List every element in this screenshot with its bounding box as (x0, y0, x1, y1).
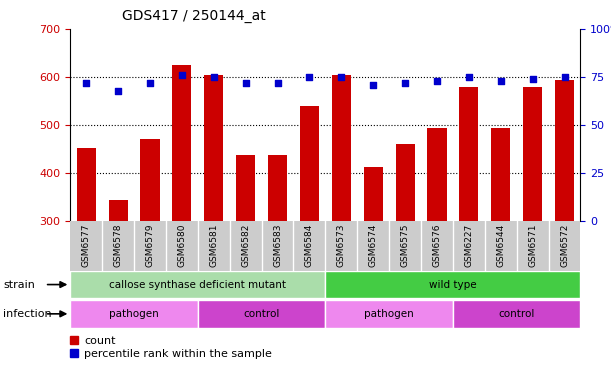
Bar (459, 87, 478, 221)
Text: wild type: wild type (429, 280, 477, 290)
Bar (70, 300, 198, 328)
Text: pathogen: pathogen (364, 309, 414, 319)
Bar (395, 143, 415, 221)
Point (241, 80, 251, 86)
Point (400, 80, 410, 86)
Bar (453, 300, 580, 328)
Bar (236, 155, 255, 221)
Bar (262, 221, 293, 271)
Bar (70, 271, 325, 298)
Text: GSM6582: GSM6582 (241, 224, 250, 267)
Text: count: count (84, 336, 116, 346)
Bar (325, 300, 453, 328)
Point (528, 76, 538, 82)
Text: GSM6576: GSM6576 (433, 224, 442, 268)
Bar (204, 75, 224, 221)
Text: GSM6578: GSM6578 (114, 224, 123, 268)
Point (113, 88, 123, 94)
Text: GSM6571: GSM6571 (528, 224, 537, 268)
Point (432, 78, 442, 84)
Text: GSM6574: GSM6574 (368, 224, 378, 267)
Bar (357, 221, 389, 271)
Text: percentile rank within the sample: percentile rank within the sample (84, 348, 272, 359)
Bar (134, 221, 166, 271)
Bar (141, 139, 159, 221)
Point (304, 74, 314, 80)
Text: GSM6572: GSM6572 (560, 224, 569, 267)
Bar (102, 221, 134, 271)
Bar (485, 221, 517, 271)
Bar (332, 75, 351, 221)
Text: callose synthase deficient mutant: callose synthase deficient mutant (109, 280, 287, 290)
Text: GDS417 / 250144_at: GDS417 / 250144_at (122, 9, 266, 23)
Bar (491, 128, 510, 221)
Bar (421, 221, 453, 271)
Text: strain: strain (3, 280, 35, 290)
Text: infection: infection (3, 309, 52, 319)
Text: control: control (243, 309, 280, 319)
Bar (230, 221, 262, 271)
Point (560, 74, 569, 80)
Bar (453, 221, 485, 271)
Point (368, 82, 378, 88)
Point (464, 74, 474, 80)
Bar (555, 80, 574, 221)
Bar (389, 221, 421, 271)
Bar (523, 87, 542, 221)
Bar (549, 221, 580, 271)
Bar (293, 221, 325, 271)
Bar (325, 221, 357, 271)
Text: pathogen: pathogen (109, 309, 159, 319)
Text: GSM6579: GSM6579 (145, 224, 155, 268)
Bar (172, 65, 191, 221)
Text: GSM6577: GSM6577 (82, 224, 90, 268)
Point (145, 80, 155, 86)
Point (337, 74, 346, 80)
Point (273, 80, 282, 86)
Point (81, 80, 91, 86)
Text: GSM6227: GSM6227 (464, 224, 474, 267)
Bar (517, 221, 549, 271)
Bar (70, 221, 102, 271)
Text: GSM6581: GSM6581 (209, 224, 218, 268)
Point (496, 78, 506, 84)
Text: GSM6584: GSM6584 (305, 224, 314, 267)
Text: GSM6583: GSM6583 (273, 224, 282, 268)
Bar (325, 271, 580, 298)
Bar (109, 200, 128, 221)
Text: GSM6575: GSM6575 (401, 224, 409, 268)
Bar (300, 106, 319, 221)
Text: GSM6573: GSM6573 (337, 224, 346, 268)
Bar (428, 128, 447, 221)
Text: GSM6580: GSM6580 (177, 224, 186, 268)
Point (209, 74, 219, 80)
Bar (198, 300, 325, 328)
Bar (198, 221, 230, 271)
Bar (76, 148, 96, 221)
Text: GSM6544: GSM6544 (496, 224, 505, 267)
Text: control: control (499, 309, 535, 319)
Bar (166, 221, 198, 271)
Point (177, 72, 187, 78)
Bar (268, 155, 287, 221)
Bar (364, 167, 382, 221)
